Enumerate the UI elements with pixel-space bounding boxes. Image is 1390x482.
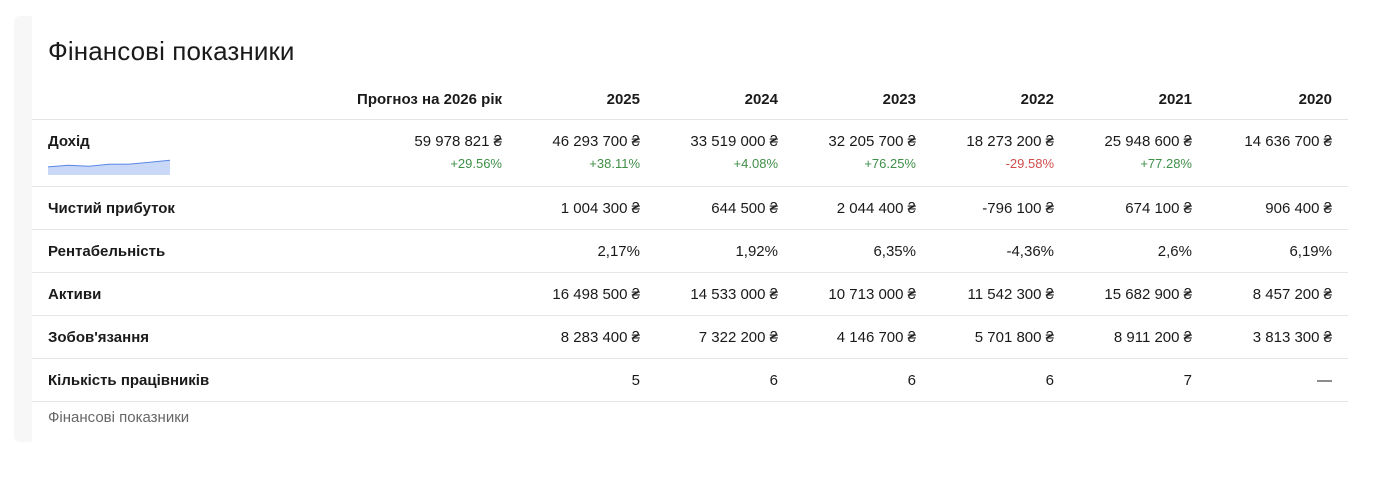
column-header-2022: 2022 [1020,91,1054,108]
sparkline-area [48,160,170,175]
revenue-delta: +29.56% [450,156,502,171]
row-label-profitability: Рентабельність [48,243,166,260]
assets-2024: 14 533 000 ₴ [690,286,778,303]
table-row-net-profit: Чистий прибуток 1 004 300 ₴ 644 500 ₴ 2 … [32,187,1348,230]
financial-table: Прогноз на 2026 рік 2025 2024 2023 2022 … [32,83,1348,402]
revenue-delta: +38.11% [589,156,640,171]
liabilities-2022: 5 701 800 ₴ [974,329,1054,346]
profitability-2020: 6,19% [1289,243,1332,260]
profitability-2023: 6,35% [873,243,916,260]
table-row-revenue: Дохід 59 978 821 ₴ +29.56% 46 293 700 ₴ … [32,120,1348,187]
table-row-employees: Кількість працівників 5 6 6 6 7 — [32,359,1348,402]
table-header-row: Прогноз на 2026 рік 2025 2024 2023 2022 … [32,83,1348,120]
employees-2021: 7 [1183,372,1192,389]
revenue-2023: 32 205 700 ₴ +76.25% [828,133,916,171]
column-header-2020: 2020 [1298,91,1332,108]
card-title: Фінансові показники [48,36,295,66]
assets-2020: 8 457 200 ₴ [1252,286,1332,303]
liabilities-2020: 3 813 300 ₴ [1252,329,1332,346]
assets-2021: 15 682 900 ₴ [1104,286,1192,303]
net-profit-2023: 2 044 400 ₴ [836,200,916,217]
revenue-value: 25 948 600 ₴ [1104,133,1192,150]
revenue-2025: 46 293 700 ₴ +38.11% [552,133,640,171]
revenue-sparkline-icon [48,159,170,175]
revenue-value: 59 978 821 ₴ [414,133,502,150]
assets-2022: 11 542 300 ₴ [967,286,1054,303]
profitability-2025: 2,17% [597,243,640,260]
revenue-2024: 33 519 000 ₴ +4.08% [690,133,778,171]
employees-2022: 6 [1045,372,1054,389]
row-label-liabilities: Зобов'язання [48,329,150,346]
table-row-assets: Активи 16 498 500 ₴ 14 533 000 ₴ 10 713 … [32,273,1348,316]
column-header-2025: 2025 [606,91,640,108]
revenue-delta: -29.58% [1005,156,1054,171]
assets-2023: 10 713 000 ₴ [828,286,916,303]
column-header-2023: 2023 [882,91,916,108]
column-header-2021: 2021 [1158,91,1192,108]
employees-2023: 6 [907,372,916,389]
liabilities-2021: 8 911 200 ₴ [1113,329,1192,346]
table-row-profitability: Рентабельність 2,17% 1,92% 6,35% -4,36% … [32,230,1348,273]
sparkline-line [48,159,170,168]
revenue-value: 18 273 200 ₴ [966,133,1054,150]
revenue-value: 33 519 000 ₴ [690,133,778,150]
employees-2020: — [1317,372,1332,389]
net-profit-2020: 906 400 ₴ [1265,200,1332,217]
column-header-2024: 2024 [744,91,778,108]
revenue-delta: +77.28% [1140,156,1192,171]
revenue-value: 14 636 700 ₴ [1244,133,1332,150]
revenue-value: 32 205 700 ₴ [828,133,916,150]
financial-indicators-card: Фінансові показники Прогноз на 2026 рік … [32,16,1348,442]
profitability-2022: -4,36% [1006,243,1054,260]
column-header-forecast-2026: Прогноз на 2026 рік [357,91,502,108]
revenue-delta: +76.25% [864,156,916,171]
net-profit-2022: -796 100 ₴ [982,200,1054,217]
net-profit-2024: 644 500 ₴ [711,200,778,217]
revenue-2021: 25 948 600 ₴ +77.28% [1104,133,1192,171]
row-label-net-profit: Чистий прибуток [48,200,175,217]
card-background: Фінансові показники Прогноз на 2026 рік … [14,16,1348,442]
liabilities-2024: 7 322 200 ₴ [698,329,778,346]
liabilities-2023: 4 146 700 ₴ [836,329,916,346]
net-profit-2025: 1 004 300 ₴ [560,200,640,217]
row-label-employees: Кількість працівників [48,372,210,389]
revenue-value: 46 293 700 ₴ [552,133,640,150]
table-row-liabilities: Зобов'язання 8 283 400 ₴ 7 322 200 ₴ 4 1… [32,316,1348,359]
liabilities-2025: 8 283 400 ₴ [560,329,640,346]
profitability-2021: 2,6% [1157,243,1192,260]
revenue-2020: 14 636 700 ₴ [1244,133,1332,150]
revenue-delta: +4.08% [733,156,778,171]
employees-2024: 6 [769,372,778,389]
card-footer-caption: Фінансові показники [48,409,190,426]
revenue-forecast-2026: 59 978 821 ₴ +29.56% [414,133,502,171]
employees-2025: 5 [631,372,640,389]
assets-2025: 16 498 500 ₴ [552,286,640,303]
row-label-assets: Активи [48,286,102,303]
revenue-2022: 18 273 200 ₴ -29.58% [966,133,1054,171]
row-label-revenue: Дохід [48,133,90,150]
net-profit-2021: 674 100 ₴ [1125,200,1192,217]
profitability-2024: 1,92% [735,243,778,260]
